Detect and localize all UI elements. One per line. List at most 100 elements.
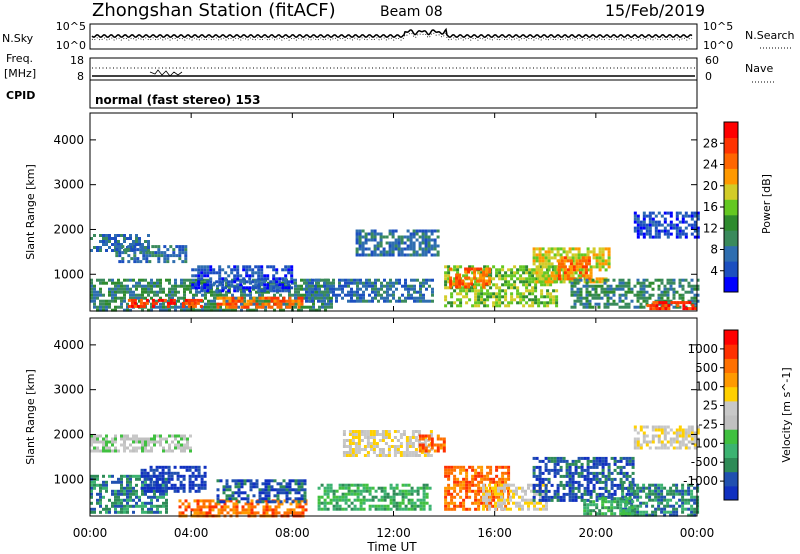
heatmap-cell (675, 510, 679, 514)
heatmap-cell (433, 247, 437, 251)
heatmap-cell (154, 251, 158, 255)
heatmap-cell (379, 241, 383, 245)
heatmap-cell (453, 465, 457, 469)
heatmap-cell (657, 302, 661, 306)
heatmap-cell (415, 232, 419, 236)
heatmap-cell (412, 241, 416, 245)
heatmap-cell (687, 290, 691, 294)
heatmap-cell (666, 278, 670, 282)
heatmap-cell (411, 430, 415, 433)
heatmap-cell (494, 489, 497, 493)
heatmap-cell (681, 504, 685, 508)
heatmap-cell (267, 500, 271, 504)
heatmap-cell (553, 465, 557, 469)
heatmap-cell (500, 495, 503, 499)
heatmap-cell (108, 446, 111, 450)
heatmap-cell (535, 274, 539, 278)
heatmap-cell (675, 501, 679, 505)
heatmap-cell (407, 483, 411, 487)
heatmap-cell (565, 250, 569, 254)
heatmap-cell (571, 262, 575, 266)
heatmap-cell (151, 254, 155, 258)
heatmap-cell (672, 281, 676, 285)
heatmap-cell (642, 217, 646, 221)
heatmap-cell (544, 256, 548, 260)
heatmap-cell (198, 308, 201, 312)
heatmap-cell (421, 437, 425, 441)
heatmap-cell (392, 501, 396, 505)
heatmap-cell (500, 507, 503, 511)
heatmap-cell (143, 477, 147, 481)
heatmap-cell (541, 480, 545, 484)
heatmap-cell (678, 229, 682, 233)
heatmap-cell (347, 483, 351, 487)
heatmap-cell (356, 299, 359, 303)
heatmap-cell (598, 492, 602, 496)
heatmap-cell (538, 489, 542, 493)
heatmap-cell (129, 486, 132, 490)
heatmap-cell (364, 238, 368, 242)
heatmap-cell (684, 235, 688, 239)
heatmap-cell (672, 226, 676, 230)
heatmap-cell (492, 495, 496, 499)
heatmap-cell (186, 437, 189, 441)
heatmap-cell (597, 284, 601, 288)
heatmap-cell (96, 296, 99, 300)
heatmap-cell (636, 232, 640, 236)
heatmap-cell (227, 283, 231, 287)
heatmap-cell (384, 430, 388, 433)
heatmap-cell (149, 486, 153, 490)
heatmap-cell (159, 495, 162, 499)
heatmap-cell (225, 479, 229, 483)
heatmap-cell (648, 486, 652, 490)
heatmap-cell (303, 488, 307, 492)
heatmap-cell (547, 489, 551, 493)
heatmap-cell (612, 299, 616, 303)
heatmap-cell (373, 232, 377, 236)
heatmap-cell (207, 299, 210, 303)
heatmap-cell (465, 289, 469, 293)
heatmap-cell (447, 277, 451, 281)
heatmap-cell (211, 508, 215, 512)
heatmap-cell (462, 480, 466, 484)
heatmap-cell (474, 468, 478, 472)
heatmap-cell (250, 499, 254, 503)
colorbar-tick-label: -1000 (683, 474, 718, 488)
heatmap-cell (362, 486, 366, 490)
heatmap-cell (535, 253, 539, 257)
heatmap-cell (383, 278, 386, 282)
heatmap-cell (371, 299, 374, 303)
heatmap-cell (509, 489, 512, 493)
heatmap-cell (380, 284, 383, 288)
heatmap-cell (512, 501, 515, 505)
heatmap-cell (589, 459, 593, 463)
heatmap-cell (217, 508, 221, 512)
heatmap-cell (568, 495, 572, 499)
heatmap-cell (480, 465, 484, 469)
heatmap-cell (178, 245, 182, 249)
heatmap-cell (285, 488, 289, 492)
heatmap-cell (610, 506, 614, 510)
heatmap-cell (277, 499, 281, 503)
heatmap-cell (639, 220, 643, 224)
heatmap-cell (132, 446, 135, 450)
heatmap-cell (357, 448, 361, 451)
heatmap-cell (366, 433, 370, 436)
heatmap-cell (204, 296, 207, 300)
heatmap-cell (117, 296, 120, 300)
heatmap-cell (123, 510, 126, 514)
heatmap-cell (108, 498, 111, 502)
heatmap-cell (537, 298, 541, 302)
heatmap-cell (556, 468, 560, 472)
heatmap-cell (477, 474, 481, 478)
heatmap-cell (208, 505, 212, 509)
heatmap-cell (96, 440, 99, 444)
heatmap-cell (413, 284, 416, 288)
heatmap-cell (532, 253, 536, 257)
heatmap-cell (468, 465, 472, 469)
heatmap-cell (690, 284, 694, 288)
heatmap-cell (589, 271, 593, 275)
heatmap-cell (274, 511, 278, 515)
heatmap-cell (468, 507, 472, 511)
heatmap-cell (142, 254, 146, 258)
